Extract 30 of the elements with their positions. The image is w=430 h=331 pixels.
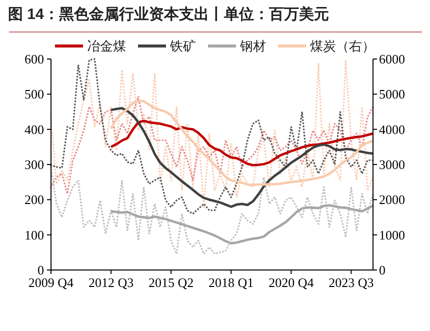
legend-label: 煤炭（右） — [310, 38, 375, 54]
line-series — [110, 107, 374, 208]
y-tick-label: 600 — [24, 52, 44, 67]
legend-label: 冶金煤 — [87, 38, 126, 54]
line-series — [110, 204, 374, 244]
x-tick-label: 2023 Q3 — [328, 275, 374, 290]
y2-tick-label: 0 — [379, 262, 386, 278]
line-series — [50, 96, 374, 195]
y2-tick-label: 4000 — [379, 122, 405, 137]
line-series — [50, 166, 374, 255]
chart-title: 图 14：黑色金属行业资本支出丨单位：百万美元 — [8, 5, 329, 23]
y2-tick-label: 3000 — [379, 157, 405, 172]
y2-tick-label: 2000 — [379, 192, 405, 208]
legend-label: 铁矿 — [169, 38, 196, 54]
y-tick-label: 200 — [24, 192, 44, 208]
x-tick-label: 2020 Q4 — [268, 275, 314, 290]
y2-tick-label: 6000 — [379, 52, 405, 67]
x-tick-label: 2012 Q3 — [88, 275, 134, 290]
y-tick-label: 300 — [24, 157, 44, 172]
legend-label: 钢材 — [239, 38, 266, 54]
y-tick-label: 500 — [24, 86, 44, 102]
x-tick-label: 2018 Q1 — [208, 275, 254, 290]
x-tick-label: 2015 Q2 — [148, 275, 194, 290]
y-tick-label: 0 — [38, 262, 44, 278]
line-series — [110, 120, 374, 166]
y-tick-label: 100 — [24, 227, 44, 242]
y-tick-label: 400 — [24, 122, 44, 137]
x-tick-label: 2009 Q4 — [28, 275, 74, 290]
y2-tick-label: 5000 — [379, 86, 405, 102]
y2-tick-label: 1000 — [379, 227, 405, 242]
